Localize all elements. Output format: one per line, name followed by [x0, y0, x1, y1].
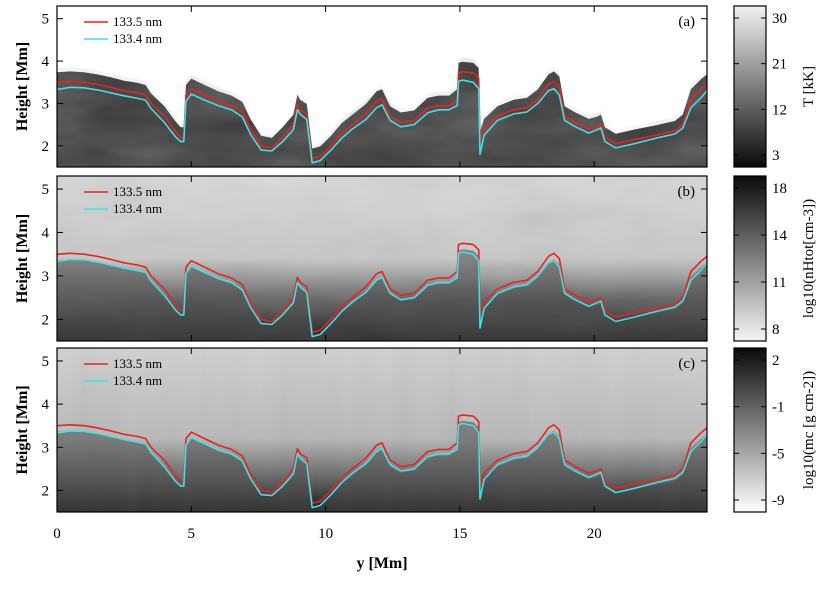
series-line-133-5-nm [57, 242, 707, 334]
panel-frame [56, 5, 708, 168]
colorbar-tick-label: 21 [772, 57, 787, 73]
y-tick-label: 2 [42, 139, 50, 155]
panel-label: (c) [678, 356, 695, 372]
y-tick-label: 2 [42, 483, 50, 499]
colorbar-tick-label: 2 [772, 353, 780, 369]
dense-region [57, 420, 707, 512]
panel-1-plot [57, 6, 707, 167]
y-tick-label: 5 [42, 182, 50, 198]
colorbar-tick-label: 8 [772, 322, 780, 338]
series-line-133-5-nm [57, 414, 707, 505]
x-tick-label: 15 [452, 526, 467, 542]
y-axis-label: Height [Mm] [14, 385, 31, 474]
colorbar-tick-label: -1 [772, 400, 785, 416]
y-axis-label: Height [Mm] [14, 214, 31, 303]
colorbar-tick-label: 11 [772, 275, 786, 291]
colorbar-tick-label: 14 [772, 228, 788, 244]
legend-entry: 133.5 nm [113, 356, 162, 371]
x-tick-label: 0 [53, 526, 61, 542]
y-tick-label: 3 [42, 440, 50, 456]
colorbar-label: log10(nHtot[cm-3]) [801, 199, 817, 318]
colorbar-label: log10(mc [g cm-2]) [801, 371, 817, 489]
legend-entry: 133.5 nm [113, 184, 162, 199]
legend-entry: 133.5 nm [113, 14, 162, 29]
series-line-133-4-nm [57, 251, 707, 338]
colorbar-tick-label: -5 [772, 446, 785, 462]
colorbar-tick-label: 18 [772, 181, 787, 197]
y-tick-label: 3 [42, 269, 50, 285]
dense-region [57, 249, 707, 341]
colorbar-1 [733, 5, 767, 168]
y-tick-label: 2 [42, 312, 50, 328]
colorbar-tick-label: -9 [772, 493, 785, 509]
y-tick-label: 4 [42, 397, 50, 413]
legend-entry: 133.4 nm [113, 31, 162, 46]
x-tick-label: 10 [318, 526, 333, 542]
series-line-133-4-nm [57, 422, 707, 509]
panel-frame [56, 175, 708, 342]
series-line-133-5-nm [57, 70, 707, 160]
panel-frame [56, 347, 708, 513]
colorbar-tick-label: 3 [772, 148, 780, 164]
y-axis-label: Height [Mm] [14, 42, 31, 131]
panel-2-plot [57, 176, 707, 341]
x-tick-label: 20 [587, 526, 602, 542]
colorbar-tick-label: 30 [772, 11, 787, 27]
colorbar-3 [733, 347, 767, 513]
legend-entry: 133.4 nm [113, 373, 162, 388]
x-tick-label: 5 [188, 526, 196, 542]
y-tick-label: 3 [42, 96, 50, 112]
colorbar-2 [733, 175, 767, 342]
panel-label: (b) [678, 184, 696, 200]
series-line-133-4-nm [57, 79, 707, 164]
colorbar-tick-label: 12 [772, 102, 787, 118]
colorbar-label: T [kK] [801, 66, 817, 107]
x-axis-label: y [Mm] [356, 555, 407, 572]
y-tick-label: 4 [42, 54, 50, 70]
legend-entry: 133.4 nm [113, 201, 162, 216]
panel-label: (a) [678, 14, 695, 30]
hot-region [57, 6, 707, 145]
y-tick-label: 5 [42, 12, 50, 28]
y-tick-label: 4 [42, 225, 50, 241]
y-tick-label: 5 [42, 354, 50, 370]
panel-3-plot [57, 348, 707, 512]
